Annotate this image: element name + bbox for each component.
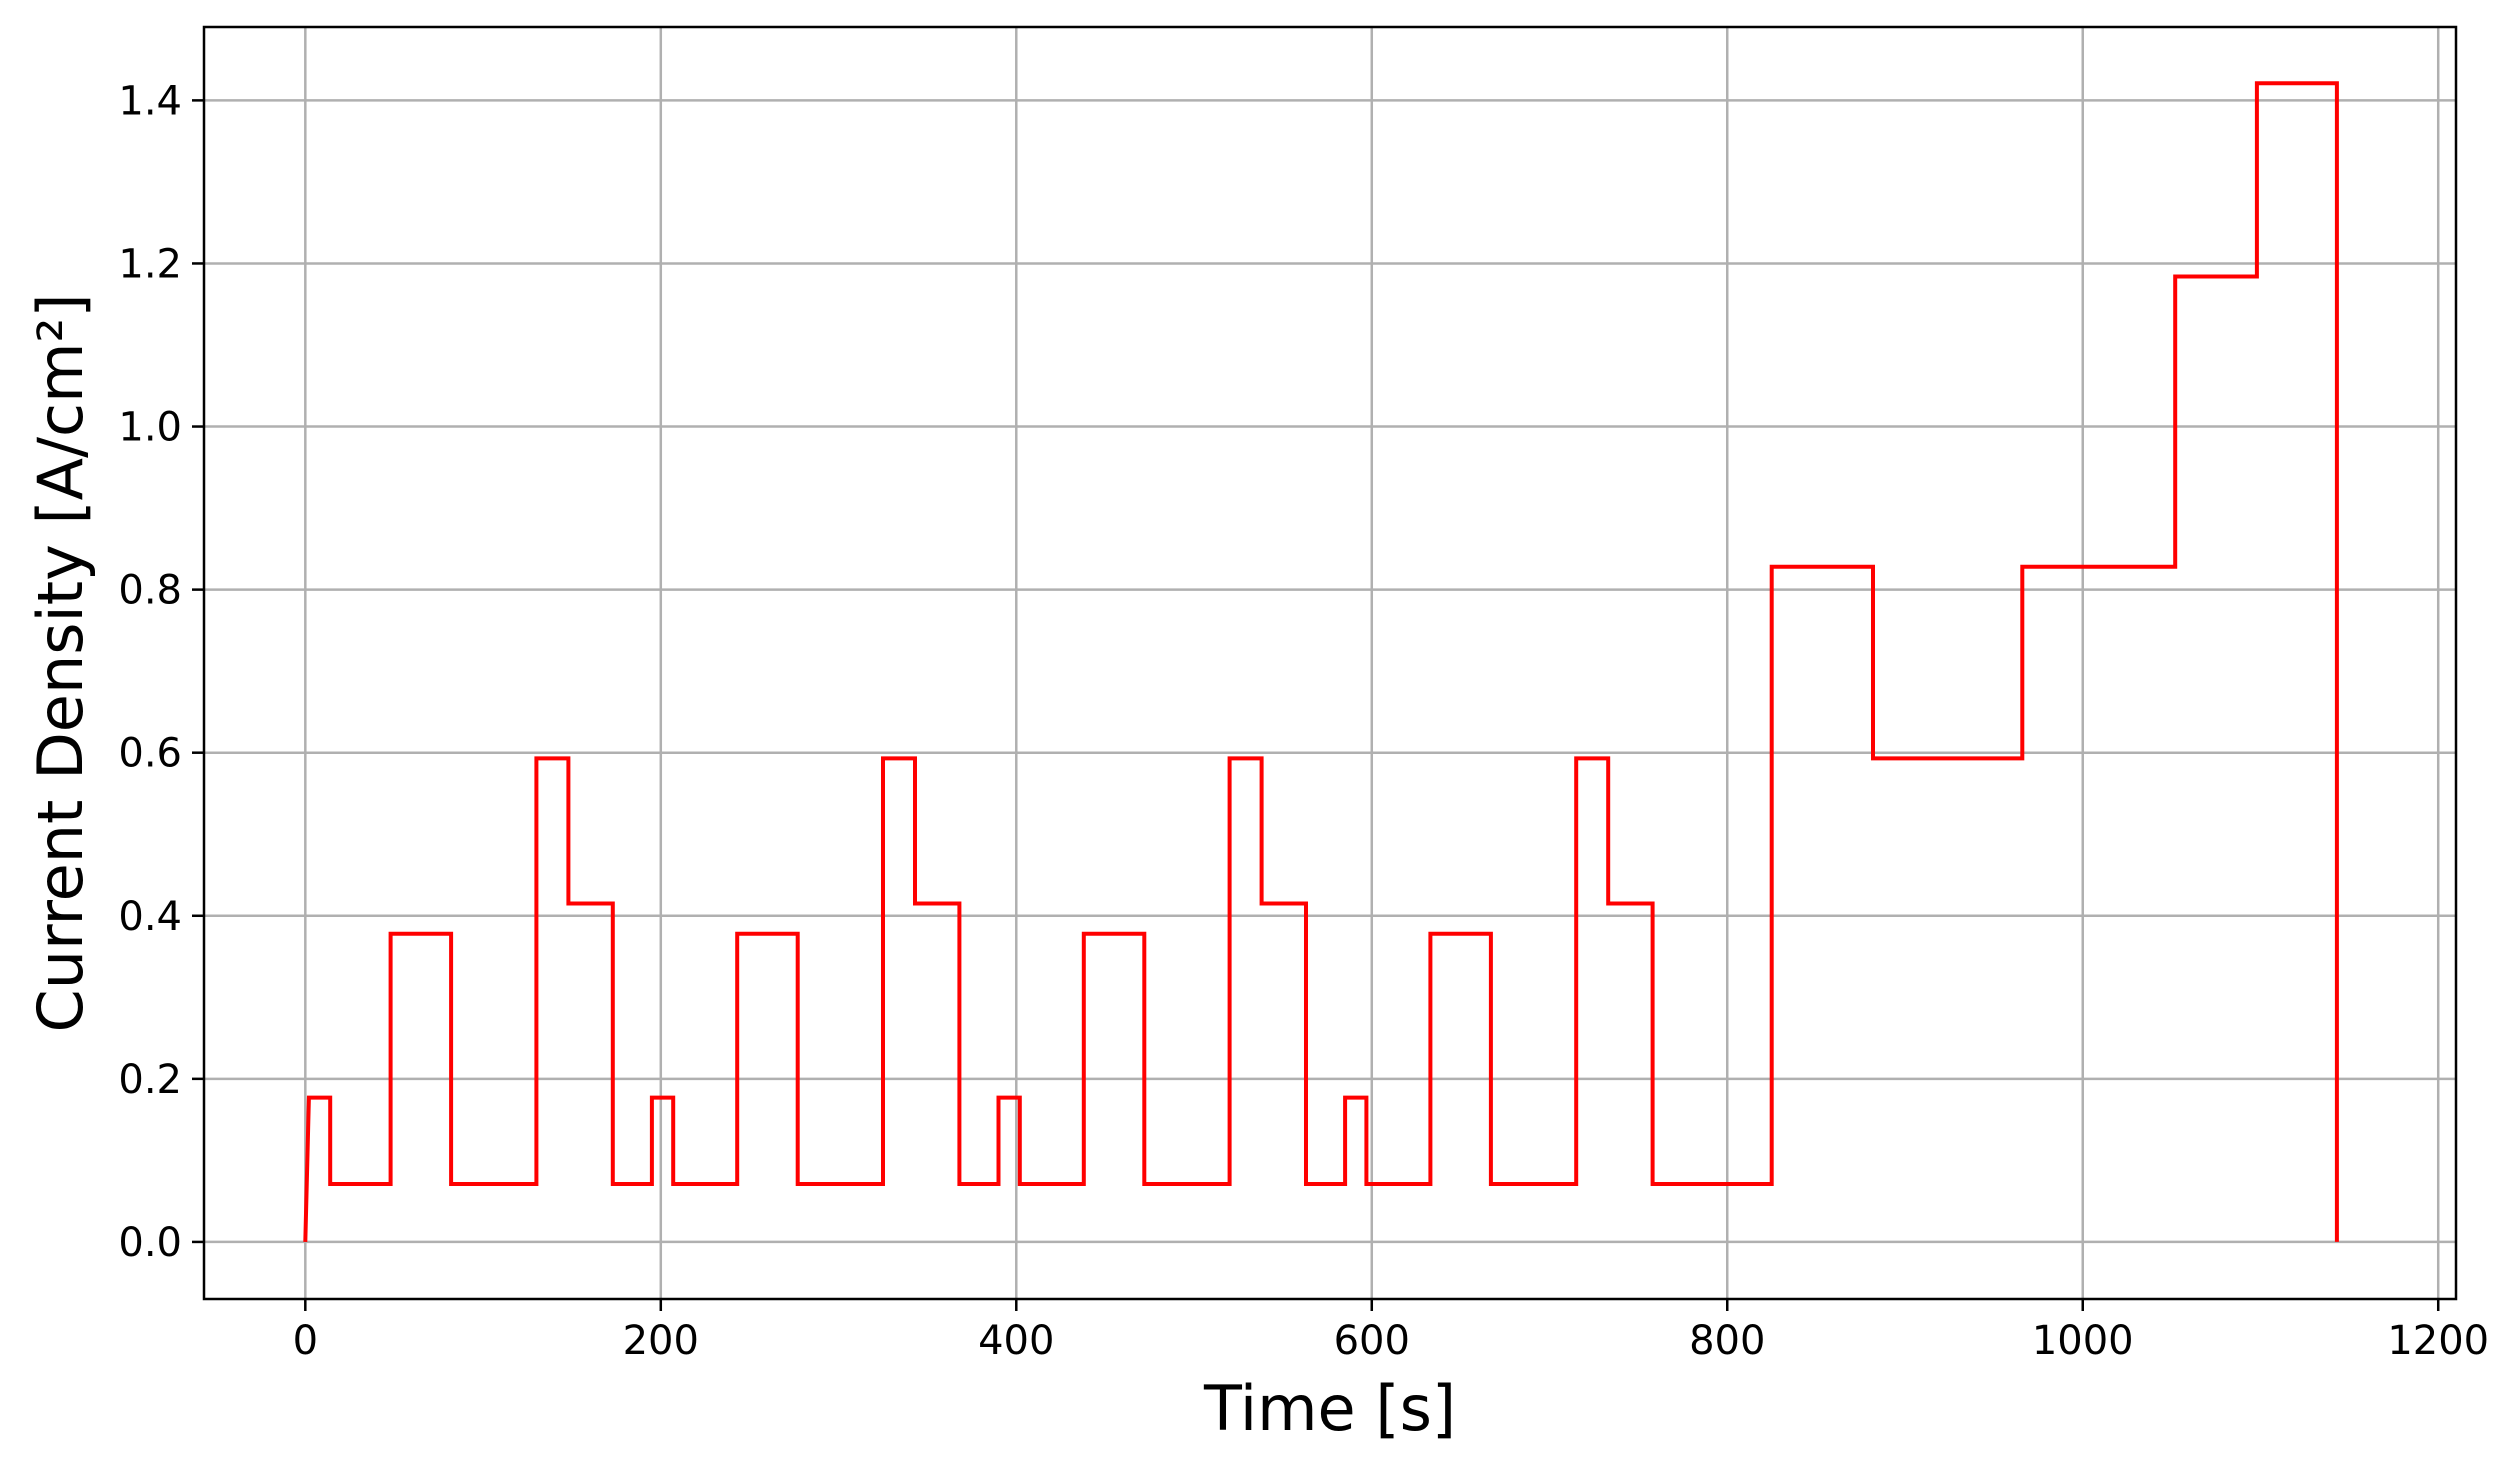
x-axis-title: Time [s] — [1203, 1372, 1456, 1445]
y-tick-label: 0.8 — [118, 568, 182, 614]
y-tick-label: 0.6 — [118, 731, 182, 777]
x-tick-label: 600 — [1334, 1318, 1410, 1364]
y-tick-label: 0.0 — [118, 1220, 182, 1266]
x-tick-label: 1200 — [2387, 1318, 2489, 1364]
y-tick-label: 1.2 — [118, 241, 182, 287]
y-tick-label: 1.0 — [118, 405, 182, 451]
axis-ticks: 0 200 400 600 800 1000 1200 0.0 0.2 0.4 0.6 0.8 1.0 1… — [118, 78, 2489, 1364]
plot-frame — [202, 25, 2458, 1301]
x-tick-label: 400 — [978, 1318, 1054, 1364]
y-tick-label: 1.4 — [118, 78, 182, 124]
series-layer — [303, 81, 2339, 1242]
x-tick-label: 0 — [293, 1318, 318, 1364]
current-density-line — [303, 81, 2339, 1242]
grid-lines — [204, 27, 2456, 1299]
y-axis-title: Current Density [A/cm²] — [24, 293, 97, 1032]
y-tick-label: 0.2 — [118, 1057, 182, 1103]
x-tick-label: 1000 — [2032, 1318, 2134, 1364]
x-tick-label: 200 — [623, 1318, 699, 1364]
x-tick-label: 800 — [1689, 1318, 1765, 1364]
y-tick-label: 0.4 — [118, 894, 182, 940]
